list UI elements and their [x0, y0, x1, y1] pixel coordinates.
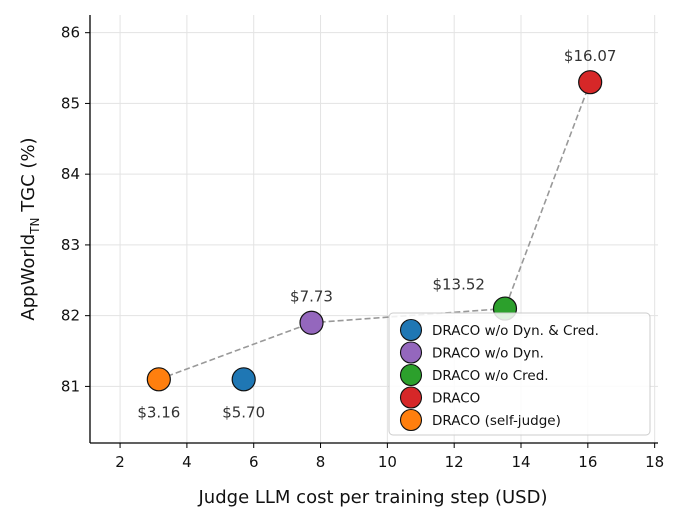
y-tick-label: 85: [61, 94, 80, 112]
point-labels: $5.70 $7.73 $13.52 $16.07 $3.16: [137, 47, 616, 421]
x-tick-label: 4: [182, 453, 192, 471]
data-point: [578, 70, 603, 95]
point-cost-label: $3.16: [137, 403, 180, 421]
x-tick-label: 14: [511, 453, 530, 471]
x-tick-label: 8: [316, 453, 326, 471]
legend-marker: [399, 408, 423, 432]
point-cost-label: $5.70: [222, 403, 265, 421]
legend-entry-label: DRACO w/o Cred.: [432, 368, 549, 384]
y-tick-label: 81: [61, 377, 80, 395]
data-point: [299, 310, 324, 335]
y-axis-label: AppWorldTN TGC (%): [18, 137, 42, 320]
grid-lines: [90, 15, 658, 443]
x-tick-label: 10: [378, 453, 397, 471]
y-tick-label: 83: [61, 236, 80, 254]
legend-marker: [399, 363, 423, 387]
point-cost-label: $13.52: [432, 276, 485, 294]
legend-marker: [399, 386, 423, 409]
legend-marker: [399, 318, 423, 342]
point-cost-label: $7.73: [290, 288, 333, 306]
legend-box: [388, 312, 651, 436]
legend-marker: [399, 341, 423, 364]
legend-entry-label: DRACO w/o Dyn.: [432, 346, 544, 362]
point-cost-label: $16.07: [564, 47, 617, 65]
data-point: [231, 367, 256, 392]
x-axis-label: Judge LLM cost per training step (USD): [198, 487, 548, 508]
x-tick-label: 16: [578, 453, 597, 471]
x-tick-label: 6: [249, 453, 259, 471]
y-tick-label: 86: [61, 24, 80, 42]
y-tick-label: 84: [61, 165, 80, 183]
legend-entry-label: DRACO (self-judge): [432, 413, 561, 429]
legend: DRACO w/o Dyn. & Cred. DRACO w/o Dyn. DRAC…: [388, 312, 651, 436]
data-point: [146, 367, 171, 392]
frontier-line: [158, 81, 591, 381]
tick-labels: 2 4 6 8 10 12 14 16 18 81 82 83 84 85 86: [61, 24, 664, 471]
y-tick-label: 82: [61, 307, 80, 325]
axes: [85, 15, 658, 448]
x-tick-label: 12: [445, 453, 464, 471]
legend-entry-label: DRACO w/o Dyn. & Cred.: [432, 323, 599, 339]
x-tick-label: 2: [115, 453, 125, 471]
frontier-line-group: [158, 81, 591, 381]
legend-entry-label: DRACO: [432, 391, 480, 407]
x-tick-label: 18: [645, 453, 664, 471]
